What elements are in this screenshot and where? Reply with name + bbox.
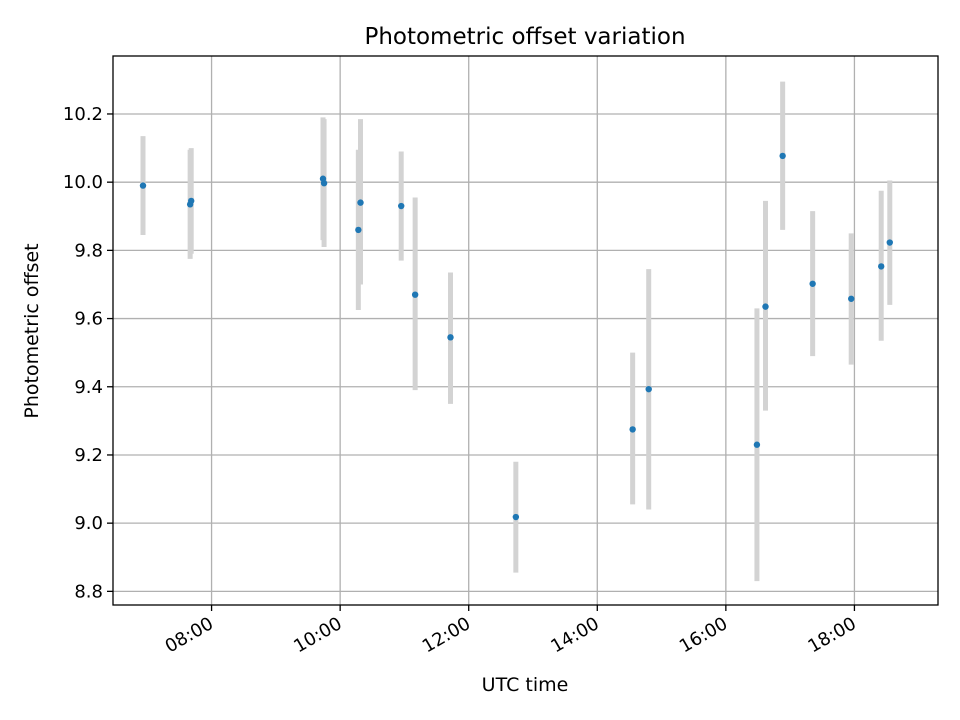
chart-title: Photometric offset variation xyxy=(364,24,685,50)
data-point xyxy=(411,291,419,298)
y-tick-label: 10.0 xyxy=(63,172,103,193)
grid xyxy=(113,56,938,605)
data-point xyxy=(762,303,769,310)
y-tick-label: 8.8 xyxy=(74,581,103,602)
data-point xyxy=(848,295,855,302)
data-point xyxy=(779,152,786,160)
data-point xyxy=(139,182,147,189)
plot-area xyxy=(113,56,938,605)
data-point xyxy=(357,199,364,206)
data-point xyxy=(320,179,328,187)
data-point xyxy=(512,513,520,521)
y-tick-label: 10.2 xyxy=(63,104,103,125)
data-point xyxy=(645,385,652,393)
data-point xyxy=(447,334,454,341)
data-points xyxy=(139,152,893,521)
y-tick-label: 9.6 xyxy=(74,309,103,330)
data-point xyxy=(188,197,195,205)
data-point xyxy=(878,263,885,270)
y-axis: 8.8 9.0 9.2 9.4 9.6 9.8 10.0 10.2 xyxy=(63,104,113,602)
data-point xyxy=(886,239,893,246)
data-point xyxy=(753,441,761,448)
y-tick-label: 9.0 xyxy=(74,513,103,534)
y-axis-label: Photometric offset xyxy=(21,243,43,418)
data-point xyxy=(809,280,816,287)
x-axis-label: UTC time xyxy=(482,674,569,696)
data-point xyxy=(355,226,362,234)
y-tick-label: 9.4 xyxy=(74,377,103,398)
data-point xyxy=(398,202,405,210)
y-tick-label: 9.8 xyxy=(74,240,103,261)
data-point xyxy=(629,426,636,433)
y-tick-label: 9.2 xyxy=(74,445,103,466)
plot-frame xyxy=(112,55,939,606)
